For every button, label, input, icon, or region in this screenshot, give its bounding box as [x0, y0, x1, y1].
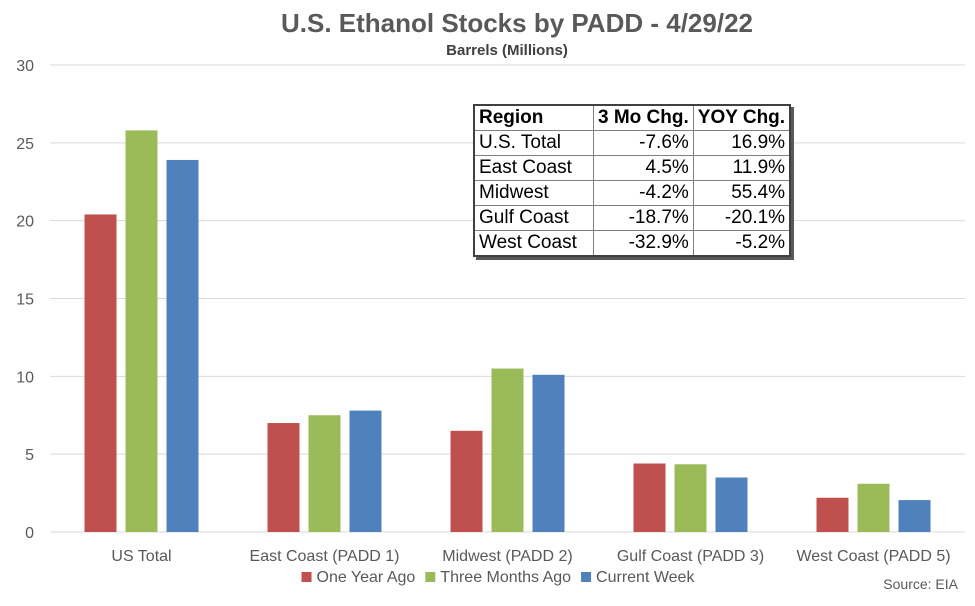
bar-three-months-ago	[308, 415, 341, 532]
table-cell-region: West Coast	[473, 230, 594, 257]
x-category-label: West Coast (PADD 5)	[796, 548, 950, 565]
x-category-label: Midwest (PADD 2)	[442, 548, 572, 565]
bar-three-months-ago	[491, 368, 524, 532]
bar-current-week	[532, 374, 565, 532]
chart-subtitle: Barrels (Millions)	[446, 42, 568, 59]
table-row: U.S. Total -7.6% 16.9%	[473, 130, 791, 156]
table-cell-region: Gulf Coast	[473, 205, 594, 231]
source-note: Source: EIA	[883, 576, 958, 592]
table-row: East Coast 4.5% 11.9%	[473, 155, 791, 181]
table-cell-3mo: 4.5%	[593, 155, 694, 181]
bar-current-week	[166, 159, 199, 532]
bar-three-months-ago	[125, 130, 158, 532]
bar-current-week	[349, 410, 382, 532]
table-cell-region: Midwest	[473, 180, 594, 206]
y-tick-label: 25	[16, 136, 34, 153]
y-tick-label: 20	[16, 214, 34, 231]
table-header-region: Region	[473, 104, 594, 131]
table-cell-yoy: 11.9%	[692, 155, 791, 181]
table-cell-region: U.S. Total	[473, 130, 594, 156]
bar-one-year-ago	[450, 430, 483, 532]
bar-one-year-ago	[816, 497, 849, 532]
legend-label: Three Months Ago	[440, 569, 571, 586]
table-header-3mo: 3 Mo Chg.	[593, 104, 694, 131]
bar-one-year-ago	[84, 214, 117, 532]
table-row: Midwest -4.2% 55.4%	[473, 180, 791, 206]
table-row: Gulf Coast -18.7% -20.1%	[473, 205, 791, 231]
bar-current-week	[898, 500, 931, 532]
y-tick-label: 15	[16, 292, 34, 309]
x-category-label: Gulf Coast (PADD 3)	[617, 548, 764, 565]
x-category-label: East Coast (PADD 1)	[250, 548, 400, 565]
summary-table: Region 3 Mo Chg. YOY Chg. U.S. Total -7.…	[473, 104, 792, 257]
table-cell-3mo: -18.7%	[593, 205, 694, 231]
bar-three-months-ago	[674, 464, 707, 532]
table-cell-yoy: -5.2%	[692, 230, 791, 257]
y-tick-label: 5	[25, 447, 34, 464]
legend-swatch	[581, 572, 592, 582]
bars	[84, 130, 931, 532]
table-cell-yoy: 16.9%	[692, 130, 791, 156]
table-cell-region: East Coast	[473, 155, 594, 181]
table-cell-yoy: -20.1%	[692, 205, 791, 231]
y-tick-label: 10	[16, 369, 34, 386]
x-axis-categories: US Total East Coast (PADD 1) Midwest (PADD…	[111, 548, 950, 565]
y-tick-label: 0	[25, 525, 34, 542]
legend-swatch	[425, 572, 436, 582]
table-cell-3mo: -4.2%	[593, 180, 694, 206]
table-header-yoy: YOY Chg.	[692, 104, 791, 131]
y-axis-ticks: 0 5 10 15 20 25 30	[16, 58, 34, 542]
legend-swatch	[301, 572, 312, 582]
table-header-row: Region 3 Mo Chg. YOY Chg.	[473, 104, 791, 131]
legend-label: One Year Ago	[317, 569, 416, 586]
bar-one-year-ago	[633, 463, 666, 532]
bar-current-week	[715, 477, 748, 532]
table-cell-yoy: 55.4%	[692, 180, 791, 206]
table-cell-3mo: -32.9%	[593, 230, 694, 257]
legend: One Year Ago Three Months Ago Current Week	[301, 569, 695, 586]
bar-one-year-ago	[267, 423, 300, 532]
bar-three-months-ago	[857, 483, 890, 532]
table-cell-3mo: -7.6%	[593, 130, 694, 156]
chart-title: U.S. Ethanol Stocks by PADD - 4/29/22	[281, 8, 753, 38]
x-category-label: US Total	[111, 548, 171, 565]
y-tick-label: 30	[16, 58, 34, 75]
table-row: West Coast -32.9% -5.2%	[473, 230, 791, 257]
legend-label: Current Week	[596, 569, 695, 586]
